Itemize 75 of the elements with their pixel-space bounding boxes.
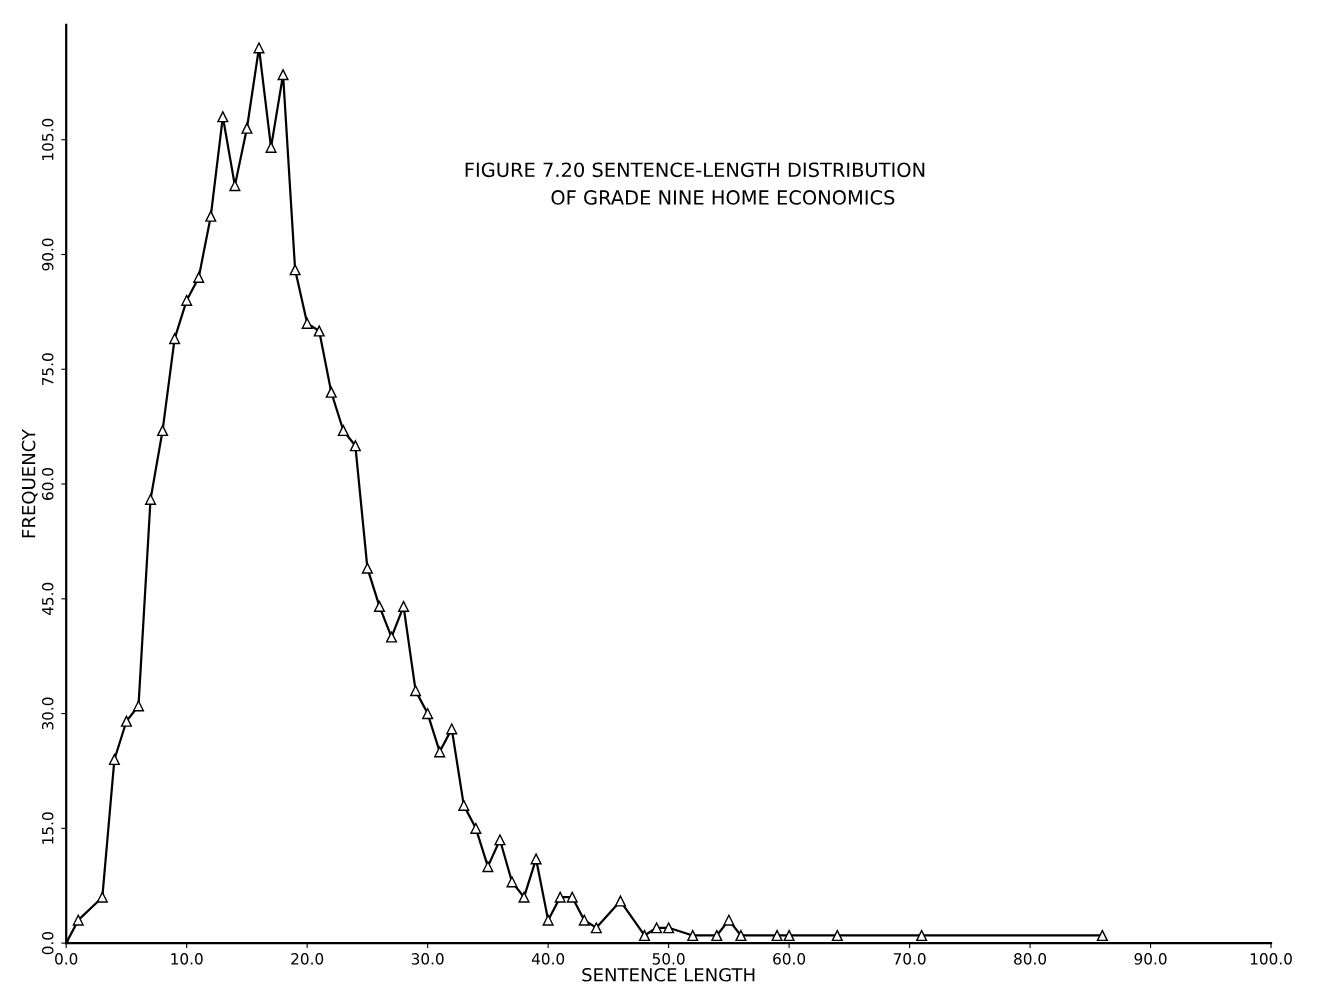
point (349, 440, 361, 452)
point (422, 708, 434, 720)
point (687, 929, 699, 942)
point (169, 333, 181, 345)
point (711, 929, 723, 942)
y-axis-title: FREQUENCY (21, 429, 38, 538)
point (494, 834, 506, 846)
point (108, 753, 120, 766)
point (253, 42, 265, 54)
point (783, 929, 795, 942)
point (72, 914, 84, 926)
point (518, 891, 530, 903)
point (482, 861, 494, 873)
point (446, 723, 458, 735)
point (566, 891, 578, 903)
point (916, 929, 928, 942)
point (723, 914, 735, 926)
x-tick-label: 70.0 (893, 953, 926, 965)
point (361, 562, 373, 574)
point (120, 715, 132, 727)
point (458, 799, 470, 811)
x-tick-label: 10.0 (171, 953, 203, 965)
point (157, 424, 169, 437)
point (638, 929, 651, 942)
point (1096, 929, 1108, 942)
point (301, 317, 313, 329)
point (241, 122, 253, 134)
point (193, 271, 205, 284)
x-tick-label: 30.0 (411, 953, 444, 965)
point (397, 600, 410, 613)
point (144, 493, 157, 505)
point (542, 914, 554, 926)
point (735, 929, 747, 942)
point (651, 922, 663, 934)
x-tick-label: 20.0 (291, 953, 324, 965)
point (410, 685, 422, 697)
y-tick-label: 90.0 (41, 238, 54, 271)
text: FIGURE 7.20 SENTENCE-LENGTH DISTRIBUTION OF GRADE NINE HOME ECONOMICS (465, 162, 925, 205)
point (205, 210, 217, 222)
point (554, 891, 566, 903)
y-tick-label: 60.0 (41, 468, 54, 500)
point (470, 822, 482, 834)
point (96, 891, 108, 903)
point (289, 264, 301, 276)
y-tick-label: 45.0 (41, 582, 54, 616)
x-tick-label: 90.0 (1134, 953, 1167, 965)
y-tick-label: 75.0 (41, 353, 54, 386)
point (434, 746, 446, 758)
point (831, 929, 843, 942)
x-tick-label: 60.0 (773, 953, 806, 965)
x-axis-title: SENTENCE LENGTH (582, 967, 755, 982)
x-tick-label: 80.0 (1014, 953, 1047, 965)
point (385, 631, 398, 643)
point (217, 111, 229, 123)
x-tick-label: 40.0 (531, 953, 565, 965)
point (771, 929, 783, 942)
point (663, 922, 675, 934)
x-tick-label: 50.0 (652, 953, 685, 965)
point (313, 325, 325, 337)
point (277, 69, 289, 81)
y-tick-label: 105.0 (41, 118, 54, 160)
y-tick-label: 30.0 (41, 697, 54, 730)
point (132, 700, 145, 712)
point (578, 914, 590, 926)
point (614, 895, 626, 907)
point (181, 294, 193, 306)
x-tick-label: 0.0 (55, 953, 78, 965)
point (506, 876, 518, 888)
x-tick-label: 100.0 (1250, 953, 1292, 965)
point (373, 600, 386, 613)
point (530, 853, 542, 865)
y-tick-label: 15.0 (41, 812, 54, 844)
point (325, 386, 337, 398)
point (337, 424, 349, 437)
point (590, 922, 602, 934)
